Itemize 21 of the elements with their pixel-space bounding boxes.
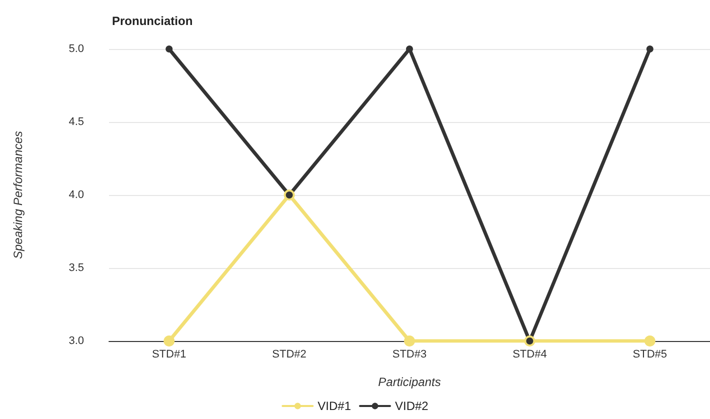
x-tick-label: STD#5 [632,348,668,360]
y-axis-title: Speaking Performances [11,130,25,260]
point [166,46,173,52]
x-tick-label: STD#1 [152,348,186,360]
point [644,336,656,346]
x-tick-label: STD#2 [272,348,306,360]
y-tick-label: 3.0 [68,335,84,347]
point [164,336,175,346]
y-tick-label: 3.5 [68,262,84,274]
legend-label: VID#2 [395,399,429,413]
y-tick-label: 4.5 [68,116,84,128]
y-tick-label: 5.0 [68,43,84,55]
y-tick-label: 4.0 [68,189,84,201]
x-tick-label: STD#3 [392,348,427,360]
x-axis-title: Participants [378,375,441,389]
point [404,336,415,346]
x-tick-label: STD#4 [512,348,547,360]
point [646,46,654,52]
legend-label: VID#1 [318,399,352,413]
chart-title: Pronunciation [112,14,193,28]
point [406,46,413,52]
